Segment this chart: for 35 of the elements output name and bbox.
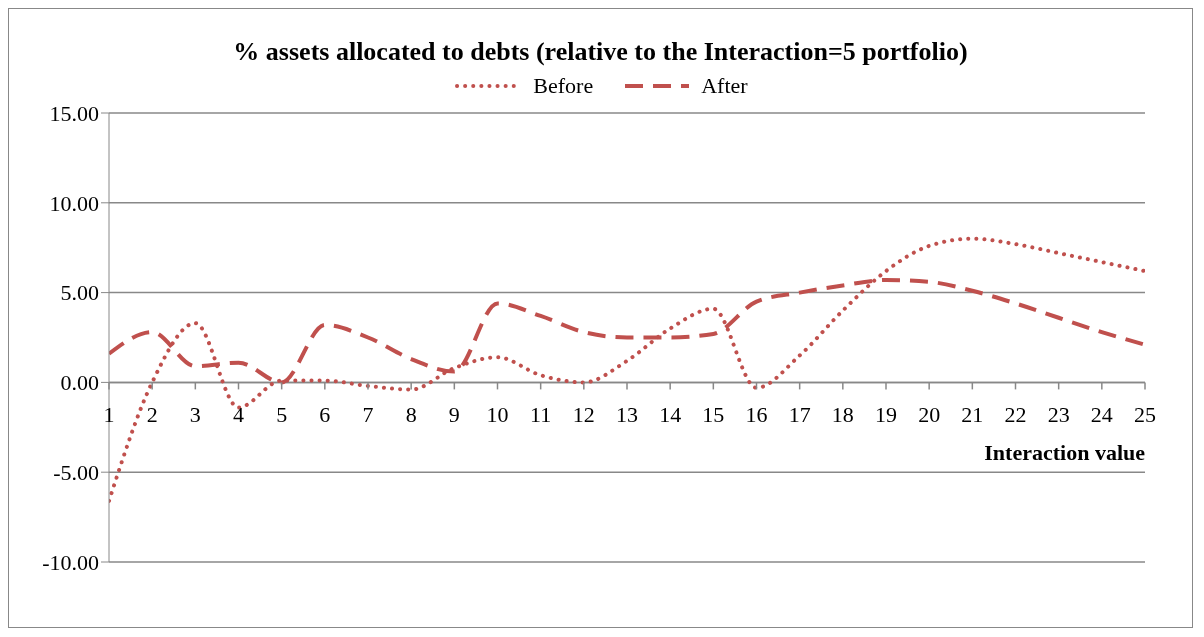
x-tick-label: 10 [486, 402, 509, 428]
legend-label: Before [533, 73, 594, 99]
y-tick-label: 10.00 [49, 190, 99, 216]
x-tick-label: 15 [702, 402, 725, 428]
x-tick-label: 19 [875, 402, 897, 428]
x-tick-label: 23 [1047, 402, 1070, 428]
x-tick-label: 16 [745, 402, 768, 428]
x-tick-label: 9 [448, 402, 460, 428]
y-tick-label: -10.00 [42, 549, 99, 575]
x-tick-label: 24 [1090, 402, 1113, 428]
x-tick-label: 5 [276, 402, 288, 428]
x-tick-label: 1 [103, 402, 115, 428]
chart-title: % assets allocated to debts (relative to the Interaction=5 portfolio) [233, 37, 968, 66]
x-tick-label: 14 [659, 402, 682, 428]
x-tick-label: 3 [189, 402, 201, 428]
x-tick-label: 8 [405, 402, 417, 428]
y-tick-label: 5.00 [60, 280, 99, 306]
x-axis-title: Interaction value [984, 440, 1146, 466]
x-tick-label: 25 [1134, 402, 1156, 428]
x-tick-label: 12 [572, 402, 595, 428]
y-tick-label: -5.00 [53, 460, 99, 486]
x-tick-label: 6 [319, 402, 331, 428]
x-tick-label: 22 [1004, 402, 1027, 428]
legend-label: After [701, 73, 748, 99]
x-tick-label: 17 [788, 402, 811, 428]
x-tick-label: 13 [616, 402, 638, 428]
x-tick-label: 20 [918, 402, 941, 428]
y-tick-label: 0.00 [60, 370, 99, 396]
x-tick-label: 2 [146, 402, 158, 428]
x-tick-label: 21 [961, 402, 984, 428]
x-tick-label: 4 [233, 402, 244, 428]
x-tick-label: 7 [362, 402, 374, 428]
x-tick-label: 11 [530, 402, 552, 428]
y-tick-label: 15.00 [49, 100, 99, 126]
x-tick-label: 18 [831, 402, 854, 428]
